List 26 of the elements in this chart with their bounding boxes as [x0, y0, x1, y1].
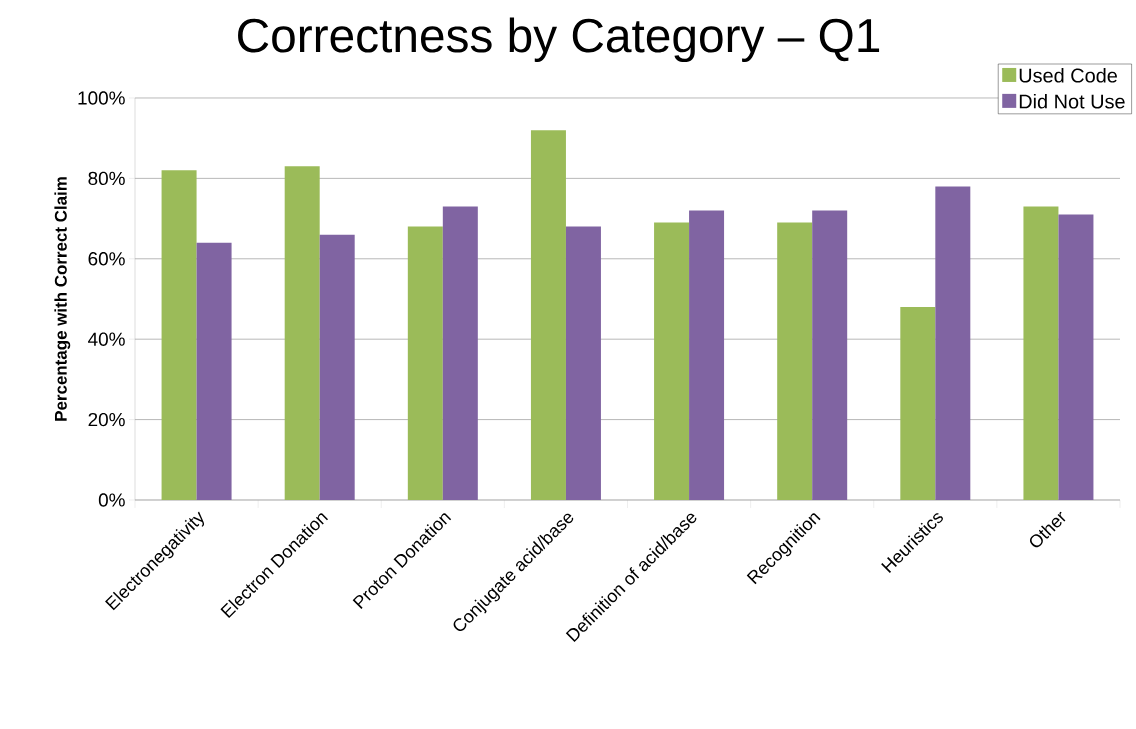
bar	[1058, 214, 1094, 500]
legend-label: Used Code	[1019, 68, 1117, 83]
bar	[284, 166, 320, 500]
bar	[319, 234, 355, 500]
chart-title: Correctness by Category – Q1	[238, 17, 880, 63]
bar	[812, 210, 848, 500]
bar	[442, 206, 478, 500]
bar	[935, 186, 971, 500]
bar	[900, 307, 936, 500]
y-tick-label: 20%	[88, 412, 125, 427]
bar	[530, 130, 566, 500]
y-axis-title: Percentage with Correct Claim	[54, 177, 71, 421]
bar	[1023, 206, 1059, 500]
bar	[407, 226, 443, 500]
y-tick-label: 80%	[88, 171, 125, 186]
bar	[689, 210, 725, 500]
y-tick-label: 40%	[88, 332, 125, 346]
y-tick-label: 100%	[78, 91, 125, 105]
bar	[777, 222, 813, 500]
y-tick-label: 0%	[98, 493, 125, 507]
bar	[654, 222, 690, 500]
legend-label: Did Not Use	[1019, 93, 1125, 109]
y-tick-label: 60%	[88, 252, 125, 266]
bar	[196, 242, 232, 500]
bar	[565, 226, 601, 500]
bar	[161, 170, 197, 500]
